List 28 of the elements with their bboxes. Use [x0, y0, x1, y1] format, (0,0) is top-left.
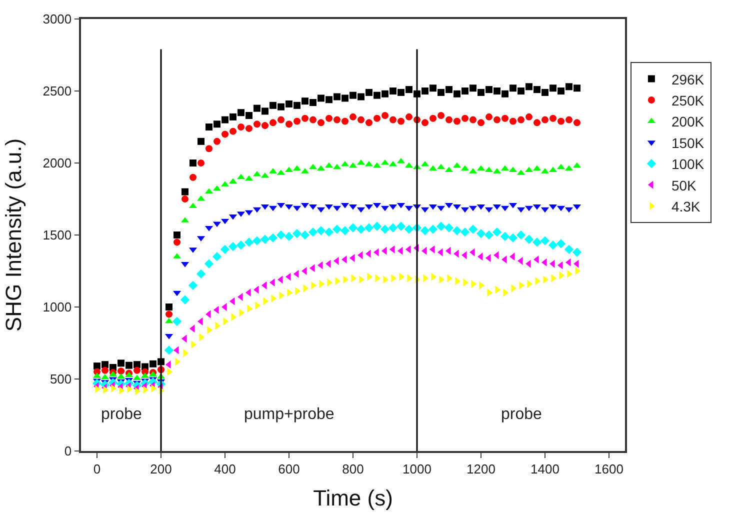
y-tick-label: 2500: [42, 84, 72, 99]
y-tick-label: 1000: [42, 300, 72, 315]
y-tick-label: 3000: [42, 12, 72, 27]
legend-label: 250K: [671, 92, 705, 108]
legend-label: 100K: [671, 156, 705, 172]
x-axis-title: Time (s): [313, 486, 393, 511]
x-tick-label: 1600: [594, 461, 624, 476]
legend-label: 296K: [671, 71, 705, 88]
x-tick-label: 600: [278, 461, 300, 476]
x-tick-label: 1200: [466, 461, 496, 476]
y-tick-label: 1500: [42, 228, 72, 243]
x-tick-label: 200: [150, 461, 172, 476]
legend-label: 200K: [671, 114, 705, 130]
x-tick-label: 0: [93, 461, 101, 476]
x-tick-label: 1000: [402, 461, 432, 476]
y-tick-label: 2000: [42, 156, 72, 171]
legend-label: 150K: [671, 134, 705, 151]
annotation: probe: [501, 406, 542, 423]
y-tick-label: 500: [50, 372, 72, 387]
x-tick-label: 1400: [530, 461, 560, 476]
y-tick-label: 0: [64, 444, 72, 459]
annotation: probe: [101, 406, 142, 423]
legend-label: 50K: [671, 177, 698, 194]
legend-label: 4.3K: [671, 198, 701, 214]
x-tick-label: 800: [342, 461, 364, 476]
annotation: pump+probe: [244, 406, 334, 423]
x-tick-label: 400: [214, 461, 236, 476]
y-axis-title: SHG Intensity (a.u.): [1, 138, 26, 332]
